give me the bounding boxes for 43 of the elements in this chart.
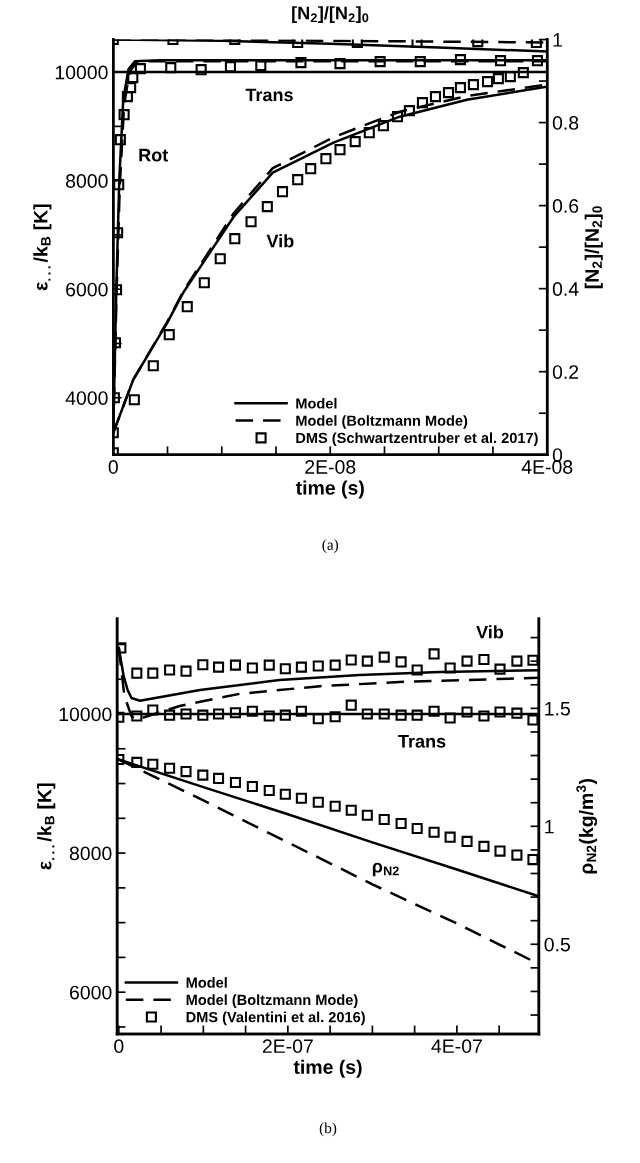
legend-label: Model [186, 977, 227, 988]
x-tick-label: 2E-07 [262, 1039, 313, 1054]
annotation: Trans [245, 88, 293, 102]
x-axis-title: time (s) [293, 1059, 362, 1078]
y-tick-label: 6000 [69, 985, 112, 1000]
y-axis-title: ε$_{...}$/k$_{B}$ [K] [33, 204, 52, 291]
x-tick-label: 0 [108, 460, 118, 474]
annotation: Rot [139, 148, 169, 162]
y-tick-label: 4000 [65, 391, 108, 405]
y2-tick-label: 1.5 [545, 702, 570, 716]
y-axis-title: ε$_{...}$/k$_{B}$ [K] [37, 783, 56, 870]
annotation: Trans [398, 735, 446, 748]
legend-label: Model [296, 397, 337, 409]
y-tick-label: 8000 [66, 174, 108, 188]
x-tick-label: 0 [114, 1039, 124, 1054]
legend-label: DMS (Valentini et al. 2016) [186, 1011, 365, 1026]
y2-tick-label: 1 [553, 33, 562, 47]
y2-tick-label: 0.2 [552, 365, 579, 379]
y2-tick-label: 0 [552, 448, 563, 462]
legend-label: Model (Boltzmann Mode) [296, 415, 468, 429]
x-tick-label: 4E-07 [431, 1039, 482, 1054]
y2-tick-label: 1 [545, 819, 554, 834]
text: [N$_{2}$]/[N$_{2}$]$_{0}$ [292, 6, 369, 23]
legend-label: Model (Boltzmann Mode) [186, 994, 358, 1008]
y-tick-label: 8000 [69, 846, 112, 861]
annotation: ρ$_{N2}$ [372, 862, 399, 877]
x-tick-label: 2E-08 [305, 460, 356, 474]
y2-tick-label: 0.6 [552, 199, 579, 213]
x-axis-title: time (s) [295, 480, 364, 499]
text: (b) [319, 1122, 337, 1137]
annotation: Vib [266, 234, 294, 248]
y-tick-label: 10000 [55, 65, 108, 80]
y2-axis-title: [N$_{2}$]/[N$_{2}$]$_{0}$ [584, 206, 603, 289]
annotation: Vib [476, 625, 504, 639]
legend-label: DMS (Schwartzentruber et al. 2017) [296, 432, 538, 446]
y2-tick-label: 0.8 [552, 116, 579, 130]
y-tick-label: 10000 [59, 707, 112, 722]
x-tick-label: 4E-08 [521, 460, 573, 474]
y-tick-label: 6000 [66, 282, 108, 297]
text: (a) [322, 539, 339, 553]
y2-axis-title: ρ$_{N2}$(kg/m$^{3}$) [576, 778, 598, 874]
y2-tick-label: 0.5 [544, 937, 570, 952]
y2-tick-label: 0.4 [552, 282, 579, 296]
